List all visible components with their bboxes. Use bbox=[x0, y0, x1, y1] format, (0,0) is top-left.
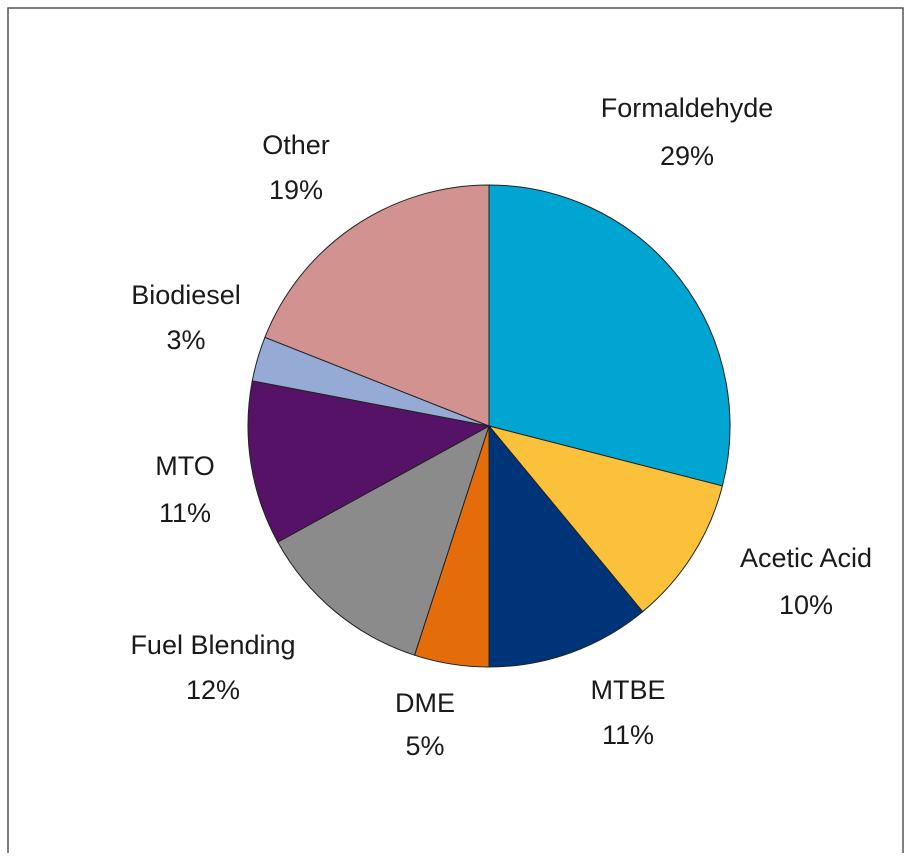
pie-slice bbox=[488, 424, 644, 668]
pie-slice bbox=[487, 425, 724, 613]
slice-label: Formaldehyde bbox=[601, 93, 774, 123]
slice-label: Biodiesel bbox=[131, 280, 241, 310]
slice-value-label: 5% bbox=[405, 731, 444, 761]
slice-label: Fuel Blending bbox=[130, 630, 295, 660]
slice-value-label: 10% bbox=[779, 590, 833, 620]
slice-value-label: 12% bbox=[186, 675, 240, 705]
pie-slice bbox=[247, 380, 491, 543]
slice-label: MTBE bbox=[590, 675, 665, 705]
pie-slice bbox=[277, 424, 490, 656]
slice-label: MTO bbox=[155, 451, 215, 481]
slice-value-label: 19% bbox=[269, 175, 323, 205]
slice-label: DME bbox=[395, 688, 455, 718]
slice-value-label: 3% bbox=[166, 325, 205, 355]
pie-slice bbox=[264, 184, 490, 427]
pie-slice bbox=[488, 184, 731, 487]
slice-label: Acetic Acid bbox=[740, 543, 872, 573]
slice-value-label: 11% bbox=[159, 498, 211, 528]
slice-label: Other bbox=[262, 130, 330, 160]
slice-value-label: 11% bbox=[602, 720, 654, 750]
slice-value-label: 29% bbox=[660, 141, 714, 171]
